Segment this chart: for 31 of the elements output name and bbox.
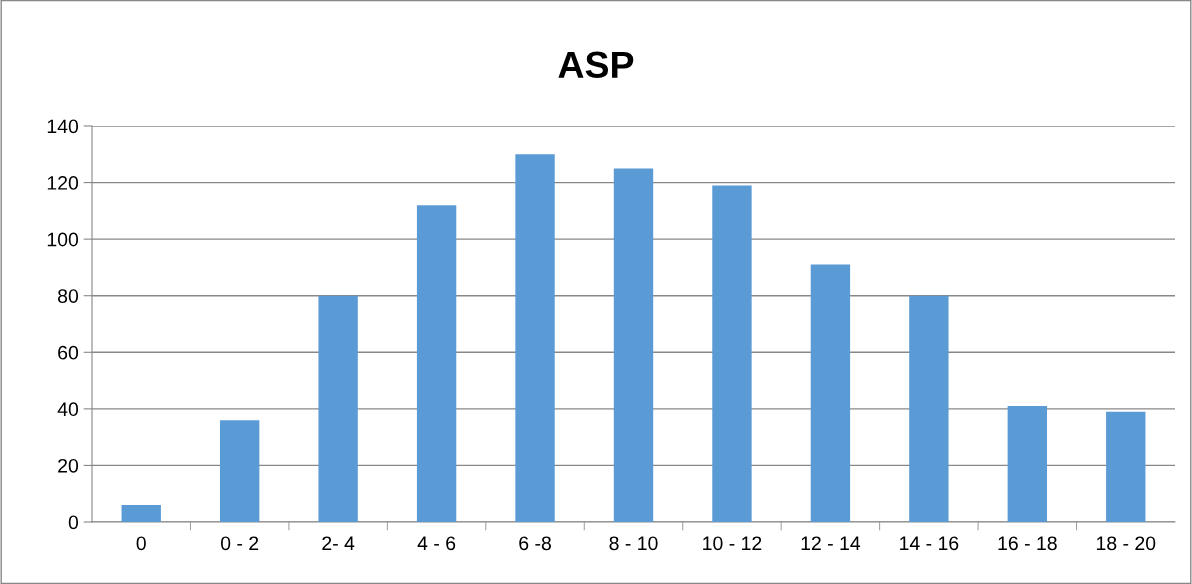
bar	[416, 205, 457, 522]
bar	[613, 168, 654, 522]
bar	[1106, 411, 1146, 522]
x-tick-label: 6 -8	[519, 536, 551, 551]
bar	[318, 295, 358, 522]
x-tick-label: 0	[136, 536, 146, 551]
y-tick-label: 140	[47, 119, 79, 134]
x-tick-label: 18 - 20	[1096, 536, 1156, 551]
y-tick-label: 120	[47, 176, 79, 190]
bar	[1007, 406, 1048, 522]
y-tick-label: 40	[57, 402, 79, 417]
x-tick-label: 0 - 2	[220, 536, 259, 551]
y-tick-label: 20	[58, 458, 79, 473]
x-tick-label: 16 - 18	[998, 536, 1057, 551]
bar	[219, 420, 260, 522]
y-tick-label: 0	[68, 515, 79, 530]
y-tick-label: 80	[58, 289, 79, 303]
x-tick-label: 14 - 16	[900, 536, 959, 551]
x-tick-label: 8 - 10	[609, 536, 658, 551]
bar	[810, 264, 851, 522]
x-tick-label: 2- 4	[322, 536, 355, 550]
bar	[909, 295, 949, 522]
chart-title: ASP	[558, 51, 634, 79]
bar	[121, 505, 161, 522]
y-tick-label: 100	[47, 232, 79, 247]
bar	[712, 185, 752, 522]
bar	[515, 154, 555, 522]
x-tick-label: 10 - 12	[703, 536, 762, 551]
y-tick-label: 60	[58, 345, 79, 360]
x-tick-label: 12 - 14	[801, 536, 861, 550]
x-tick-label: 4 - 6	[417, 536, 456, 551]
